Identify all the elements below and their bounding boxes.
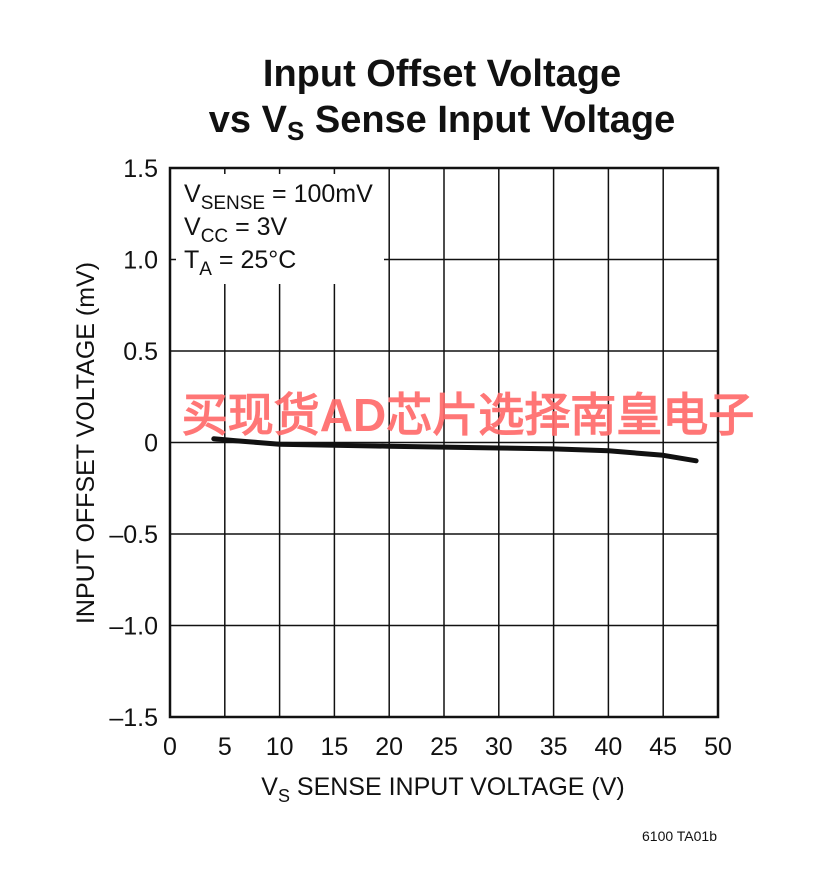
y-tick-label: 1.0 (123, 247, 158, 275)
y-tick-label: –1.0 (109, 613, 158, 641)
x-axis-label-prefix: V (261, 773, 278, 801)
condition-vsense-suffix: = 100mV (265, 180, 373, 208)
series-line (211, 436, 699, 464)
y-tick-label: 0.5 (123, 338, 158, 366)
condition-ta-sub: A (199, 259, 212, 280)
conditions-box (176, 174, 384, 284)
chart-title-line2-suffix: Sense Input Voltage (304, 99, 675, 141)
x-tick-label: 50 (704, 733, 732, 761)
x-tick-label: 15 (320, 733, 348, 761)
x-tick-label: 30 (485, 733, 513, 761)
x-tick-label: 5 (218, 733, 232, 761)
x-tick-label: 35 (540, 733, 568, 761)
y-tick-label: –1.5 (109, 704, 158, 732)
chart-title-line2: vs VS Sense Input Voltage (209, 99, 675, 146)
x-axis-label-suffix: SENSE INPUT VOLTAGE (V) (290, 773, 625, 801)
y-tick-label: 0 (144, 430, 158, 458)
y-tick-label: 1.5 (123, 155, 158, 183)
ticks-layer: 0 5 10 15 20 25 30 35 40 45 50 1.5 1.0 0.5 0 –0.5 –1.0 –1… (109, 155, 732, 761)
figure-id: 6100 TA01b (642, 828, 717, 844)
chart-title-line2-prefix: vs V (209, 99, 288, 141)
x-axis-label: VS SENSE INPUT VOLTAGE (V) (261, 773, 625, 806)
series-layer (211, 436, 699, 464)
y-axis-label: INPUT OFFSET VOLTAGE (mV) (72, 262, 100, 624)
condition-vcc-prefix: V (184, 213, 201, 241)
x-tick-label: 20 (375, 733, 403, 761)
condition-ta-suffix: = 25°C (212, 246, 296, 274)
x-tick-label: 10 (266, 733, 294, 761)
x-tick-label: 25 (430, 733, 458, 761)
condition-ta: TA = 25°C (184, 246, 296, 280)
y-tick-label: –0.5 (109, 521, 158, 549)
watermark-text: 买现货AD芯片选择南皇电子 (182, 389, 754, 441)
chart-title-line2-sub: S (287, 116, 304, 146)
condition-vcc-sub: CC (201, 226, 228, 247)
chart-title-line1: Input Offset Voltage (263, 53, 621, 95)
condition-vsense-sub: SENSE (201, 193, 265, 214)
condition-vsense-prefix: V (184, 180, 201, 208)
condition-vsense: VSENSE = 100mV (184, 180, 373, 214)
plot-frame (168, 166, 720, 719)
x-tick-label: 0 (163, 733, 177, 761)
x-tick-label: 45 (649, 733, 677, 761)
condition-vcc: VCC = 3V (184, 213, 288, 247)
x-axis-label-sub: S (278, 786, 290, 806)
x-tick-label: 40 (594, 733, 622, 761)
condition-vcc-suffix: = 3V (228, 213, 287, 241)
condition-ta-prefix: T (184, 246, 199, 274)
